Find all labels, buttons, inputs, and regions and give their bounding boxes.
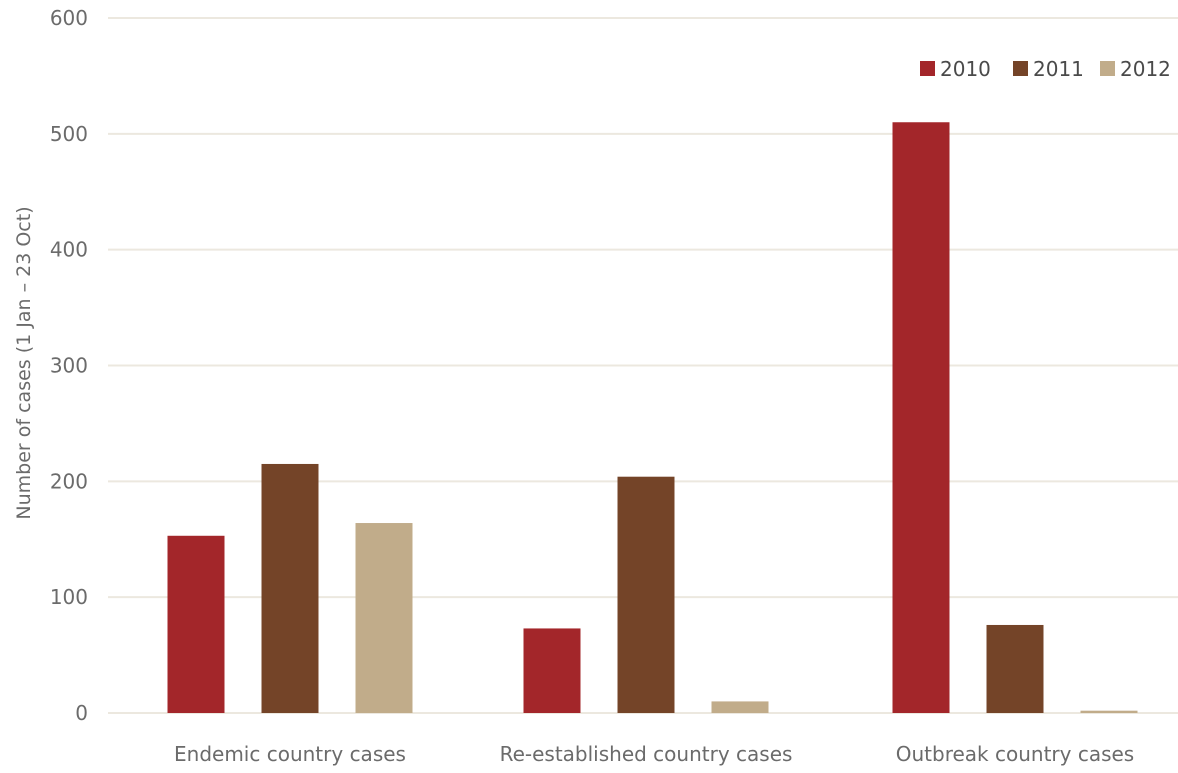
bar-2010-2 [523, 628, 581, 713]
category-label: Re-established country cases [500, 742, 793, 766]
legend-label: 2011 [1033, 57, 1084, 81]
bars [167, 122, 1138, 713]
legend-label: 2012 [1120, 57, 1171, 81]
legend-swatch-2010 [920, 61, 935, 76]
bar-2012-1 [355, 523, 413, 713]
y-tick-label: 200 [50, 469, 88, 493]
y-axis-title: Number of cases (1 Jan – 23 Oct) [13, 206, 35, 519]
y-tick-label: 0 [75, 701, 88, 725]
y-tick-label: 100 [50, 585, 88, 609]
legend-swatch-2011 [1013, 61, 1028, 76]
y-tick-label: 500 [50, 122, 88, 146]
y-axis-ticks: 0 100 200 300 400 500 600 [50, 6, 88, 725]
legend-label: 2010 [940, 57, 991, 81]
bar-2010-1 [167, 535, 225, 713]
category-labels: Endemic country cases Re-established coun… [174, 742, 1134, 766]
y-tick-label: 600 [50, 6, 88, 30]
category-label: Endemic country cases [174, 742, 406, 766]
bar-2011-2 [617, 476, 675, 713]
bar-2010-3 [892, 122, 950, 713]
bar-2011-3 [986, 624, 1044, 713]
legend-swatch-2012 [1100, 61, 1115, 76]
bar-2011-1 [261, 463, 319, 713]
category-label: Outbreak country cases [896, 742, 1134, 766]
bar-2012-3 [1080, 710, 1138, 713]
bar-2012-2 [711, 701, 769, 713]
y-tick-label: 400 [50, 238, 88, 262]
y-tick-label: 300 [50, 354, 88, 378]
legend: 2010 2011 2012 [920, 57, 1171, 81]
